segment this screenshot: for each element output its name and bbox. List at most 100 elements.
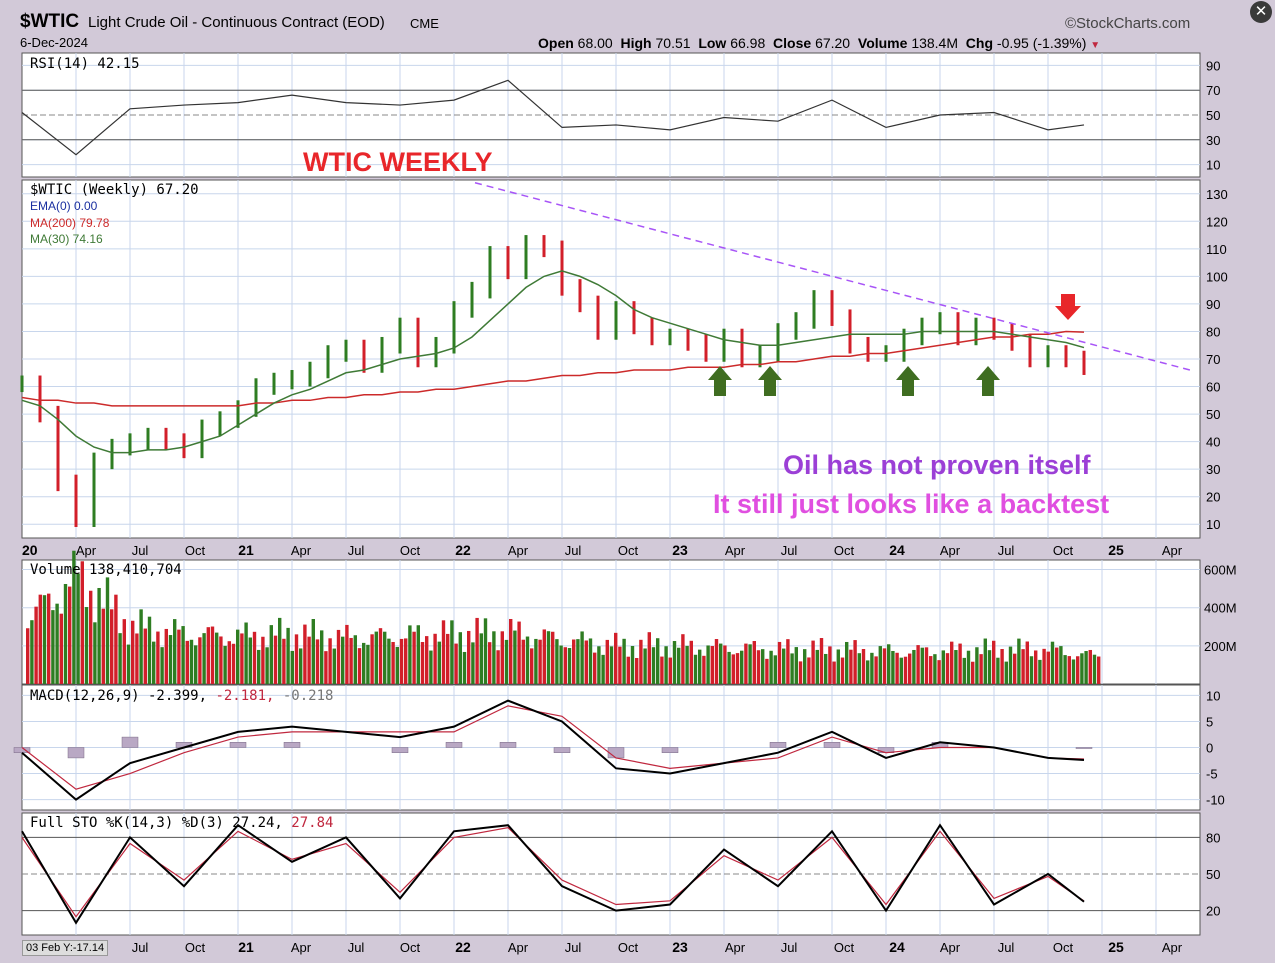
x-axis-label: Jul [781,543,798,558]
volume-bar [286,627,290,684]
macd-histogram-bar [499,742,517,748]
x-axis-label-bottom: Jul [998,940,1015,955]
volume-bar [1029,656,1034,684]
volume-bar [945,653,950,684]
high-value: 70.51 [655,35,691,51]
x-axis-label: Jul [348,543,365,558]
volume-bar [80,561,84,684]
volume-bar [811,640,815,684]
volume-bar [874,656,878,684]
volume-bar [635,657,639,684]
x-axis-label: Oct [618,543,639,558]
x-axis-label: 22 [455,542,471,558]
x-axis-label: 24 [889,542,905,558]
volume-bar [374,631,378,684]
x-axis-label-bottom: Apr [940,940,961,955]
volume-bar [299,648,303,684]
volume-bar [399,638,404,684]
volume-bar [887,644,891,684]
volume-bar [908,653,912,684]
volume-bar [761,649,765,684]
price-tick-label: 10 [1206,517,1220,532]
volume-bar [576,639,580,684]
volume-bar [240,633,244,684]
volume-bar [269,625,273,684]
volume-bar [404,638,408,684]
volume-bar [832,661,836,684]
macd-histogram-bar [283,742,301,748]
volume-bar [341,636,345,684]
volume-bar [420,642,425,684]
volume-bar [152,641,156,684]
close-label: Close [773,35,812,51]
volume-bar [164,628,168,684]
volume-bar [1063,655,1067,684]
legend-ma30: MA(30) 74.16 [30,232,103,246]
x-axis-label: Oct [400,543,421,558]
macd-title: MACD(12,26,9) -2.399, -2.181, -0.218 [30,688,333,704]
volume-bar [525,636,530,684]
x-axis-label-bottom: Jul [132,940,149,955]
volume-bar [920,647,924,684]
volume-bar [983,638,987,684]
macd-histogram-bar [445,742,463,748]
macd-histogram-value: -0.218 [283,688,334,704]
volume-bar [580,631,584,684]
volume-bar [416,625,420,684]
volume-bar [206,627,210,684]
chg-value: -0.95 (-1.39%) [996,35,1087,51]
price-tick-label: 50 [1206,407,1220,422]
volume-bar [1050,641,1055,684]
macd-tick-label: -5 [1206,767,1218,782]
volume-bar [693,654,698,684]
macd-histogram-bar [661,747,679,753]
volume-bar [559,645,563,684]
macd-histogram-bar [553,747,571,753]
volume-bar [941,650,945,684]
volume-bar [26,628,30,684]
volume-bar [744,643,748,684]
volume-bar [643,648,647,684]
volume-bar [546,631,551,684]
volume-bar [870,652,874,684]
x-axis-label: 21 [238,542,254,558]
price-tick-label: 130 [1206,187,1228,202]
volume-bar [601,654,605,684]
volume-bar [168,635,173,684]
volume-bar [433,633,437,684]
volume-bar [1008,646,1013,684]
volume-bar [651,647,656,684]
x-axis-label-bottom: 24 [889,939,905,955]
up-arrow-icon [896,366,920,396]
ma30-line [21,270,1085,454]
volume-bar [572,639,576,684]
annotation-line-1: Oil has not proven itself [783,450,1092,480]
volume-bar [483,618,488,684]
volume-bar [1071,659,1076,684]
volume-bar [950,641,954,684]
brand-logo[interactable]: ©StockCharts.com [1065,15,1191,32]
up-arrow-icon [976,366,1000,396]
volume-bar [72,550,76,684]
x-axis-label-bottom: Jul [781,940,798,955]
volume-bar [882,648,887,684]
close-icon[interactable]: ✕ [1250,1,1272,23]
volume-bar [370,634,374,684]
volume-bar [824,653,828,684]
volume-bar [597,646,601,684]
volume-bar [425,636,429,684]
volume-bar [891,650,895,684]
volume-bar [555,639,559,684]
volume-bar [223,645,227,684]
volume-bar [1092,654,1097,684]
volume-bar [723,645,727,684]
volume-bar [131,620,135,684]
price-tick-label: 120 [1206,214,1228,229]
volume-tick-label: 200M [1204,639,1237,654]
volume-bar [748,644,752,684]
up-arrow-icon [708,366,732,396]
volume-bar [899,657,903,684]
volume-bar [731,654,735,684]
volume-bar [593,652,597,684]
volume-bar [1097,656,1101,684]
